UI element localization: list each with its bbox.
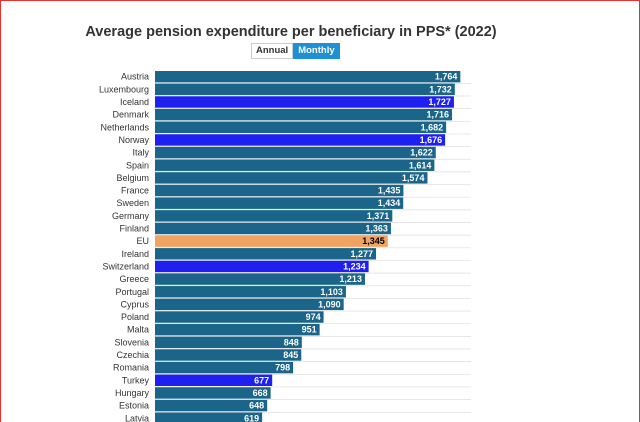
bar xyxy=(155,159,435,171)
category-label: Austria xyxy=(121,72,149,82)
category-label: Latvia xyxy=(125,413,149,422)
category-label: Poland xyxy=(121,312,149,322)
category-label: Italy xyxy=(132,148,149,158)
category-label: Malta xyxy=(127,325,149,335)
category-label: Estonia xyxy=(119,401,149,411)
bar xyxy=(155,121,447,133)
value-label: 1,434 xyxy=(378,198,401,208)
category-label: EU xyxy=(136,236,149,246)
value-label: 1,622 xyxy=(410,148,433,158)
monthly-button[interactable]: Monthly xyxy=(293,43,340,59)
category-label: Luxembourg xyxy=(99,84,149,94)
value-label: 951 xyxy=(302,325,317,335)
value-label: 1,213 xyxy=(339,274,362,284)
category-label: Germany xyxy=(112,211,150,221)
value-label: 974 xyxy=(306,312,321,322)
bar xyxy=(155,197,404,209)
annual-button[interactable]: Annual xyxy=(251,43,294,59)
bar xyxy=(155,374,273,386)
bar xyxy=(155,286,346,298)
category-label: Sweden xyxy=(116,198,149,208)
bar xyxy=(155,349,302,361)
category-label: Romania xyxy=(113,363,149,373)
bar xyxy=(155,361,294,374)
value-label: 1,103 xyxy=(320,287,343,297)
bar xyxy=(155,108,453,121)
category-label: Denmark xyxy=(112,110,149,120)
value-label: 1,363 xyxy=(365,224,388,234)
bar xyxy=(155,399,268,412)
value-label: 648 xyxy=(249,401,264,411)
category-label: Hungary xyxy=(115,388,150,398)
bar xyxy=(155,146,436,159)
bar xyxy=(155,235,388,247)
category-label: Iceland xyxy=(120,97,149,107)
bar xyxy=(155,71,461,83)
bar xyxy=(155,83,455,96)
value-label: 619 xyxy=(244,413,259,422)
bar xyxy=(155,387,271,399)
value-label: 1,345 xyxy=(362,236,385,246)
category-label: Finland xyxy=(119,224,149,234)
chart-title: Average pension expenditure per benefici… xyxy=(85,24,497,40)
category-label: Slovenia xyxy=(114,337,149,347)
bar xyxy=(155,172,428,184)
bar xyxy=(155,273,365,285)
value-label: 1,764 xyxy=(435,72,458,82)
value-label: 1,727 xyxy=(428,97,451,107)
category-label: Greece xyxy=(119,274,149,284)
value-label: 1,574 xyxy=(402,173,425,183)
bar xyxy=(155,260,369,273)
category-label: Norway xyxy=(118,135,149,145)
category-label: Spain xyxy=(126,160,149,170)
bar xyxy=(155,222,391,235)
bar xyxy=(155,96,454,108)
value-label: 1,732 xyxy=(429,84,452,94)
category-label: France xyxy=(121,186,149,196)
bar xyxy=(155,210,393,222)
value-label: 1,614 xyxy=(409,160,432,170)
bar xyxy=(155,184,404,197)
category-label: Turkey xyxy=(122,375,150,385)
bar xyxy=(155,412,263,422)
bar xyxy=(155,324,320,336)
value-label: 668 xyxy=(253,388,268,398)
bar xyxy=(155,248,377,260)
value-label: 1,277 xyxy=(351,249,374,259)
bar xyxy=(155,336,302,349)
category-label: Netherlands xyxy=(100,122,149,132)
value-label: 845 xyxy=(283,350,298,360)
value-label: 1,234 xyxy=(343,261,366,271)
category-label: Ireland xyxy=(121,249,149,259)
value-label: 1,435 xyxy=(378,186,401,196)
value-label: 1,676 xyxy=(420,135,443,145)
category-label: Switzerland xyxy=(102,261,149,271)
value-label: 1,090 xyxy=(318,299,341,309)
category-label: Portugal xyxy=(115,287,149,297)
value-label: 1,371 xyxy=(367,211,390,221)
value-label: 1,716 xyxy=(427,110,450,120)
category-label: Cyprus xyxy=(120,299,149,309)
value-label: 677 xyxy=(254,375,269,385)
value-label: 848 xyxy=(284,337,299,347)
period-toggle: Annual Monthly xyxy=(251,43,340,59)
category-label: Belgium xyxy=(116,173,149,183)
category-label: Czechia xyxy=(116,350,149,360)
value-label: 798 xyxy=(275,363,290,373)
bar xyxy=(155,311,324,323)
bar xyxy=(155,298,344,311)
value-label: 1,682 xyxy=(421,122,444,132)
bar xyxy=(155,134,446,146)
